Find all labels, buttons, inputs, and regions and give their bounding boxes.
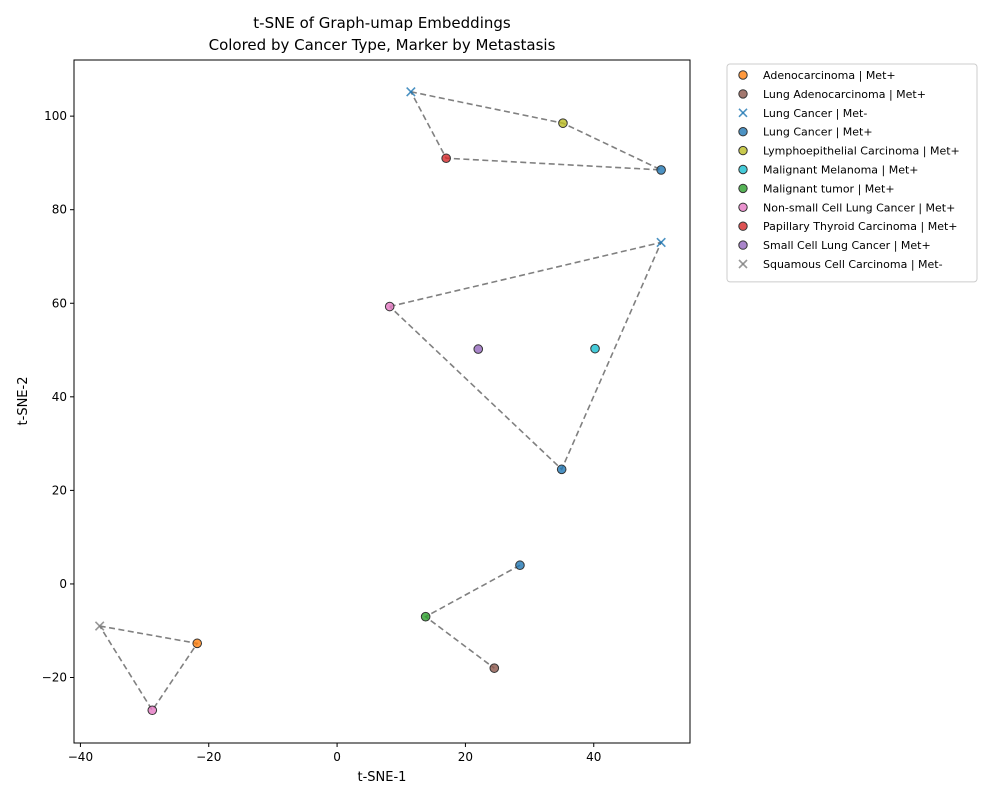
legend-label: Lymphoepithelial Carcinoma | Met+: [763, 145, 960, 158]
data-point: [441, 153, 451, 164]
y-axis-label: t-SNE-2: [16, 377, 31, 426]
y-tick-label: −20: [42, 671, 67, 685]
legend-item: Squamous Cell Carcinoma | Met-: [738, 258, 943, 271]
legend-label: Malignant Melanoma | Met+: [763, 164, 919, 177]
data-point: [558, 118, 568, 128]
data-point: [147, 705, 158, 716]
connection-line: [99, 625, 199, 712]
data-point: [590, 343, 600, 354]
x-tick-label: 40: [586, 750, 601, 764]
y-tick-label: 40: [52, 390, 67, 404]
legend-marker: [738, 183, 748, 194]
x-tick-label: 20: [458, 750, 473, 764]
connection-line: [424, 564, 521, 669]
chart-subtitle: Colored by Cancer Type, Marker by Metast…: [209, 36, 556, 54]
legend-marker: [738, 221, 748, 231]
legend-marker: [738, 89, 748, 99]
y-tick-label: 100: [44, 109, 67, 123]
legend-item: Non-small Cell Lung Cancer | Met+: [738, 201, 955, 214]
plot-frame: [73, 59, 691, 744]
y-tick-label: 60: [52, 296, 67, 310]
connection-line: [410, 91, 662, 171]
legend-label: Adenocarcinoma | Met+: [763, 69, 896, 82]
legend-marker: [738, 164, 748, 175]
legend-label: Lung Cancer | Met+: [763, 126, 873, 139]
legend-marker: [738, 70, 748, 80]
legend-label: Malignant tumor | Met+: [763, 182, 895, 195]
legend-frame: [726, 63, 978, 283]
legend-item: Lung Cancer | Met-: [738, 107, 867, 120]
legend-marker: [738, 127, 748, 137]
legend-item: Lung Cancer | Met+: [738, 126, 873, 139]
data-point: [473, 344, 484, 354]
legend-marker: [738, 202, 748, 213]
legend-marker: [738, 240, 748, 250]
plot-area: [94, 87, 666, 716]
data-point: [192, 638, 202, 649]
legend-label: Non-small Cell Lung Cancer | Met+: [763, 201, 955, 214]
data-point: [515, 560, 525, 571]
y-tick-label: 20: [52, 483, 67, 497]
legend-label: Squamous Cell Carcinoma | Met-: [763, 258, 943, 271]
data-point: [94, 621, 105, 631]
legend: Adenocarcinoma | Met+ Lung Adenocarcinoma…: [726, 63, 978, 283]
legend-marker: [738, 259, 748, 269]
data-point: [406, 87, 416, 97]
data-point: [489, 663, 500, 673]
legend-item: Malignant tumor | Met+: [738, 182, 895, 195]
data-point: [384, 301, 395, 312]
x-tick-label: −40: [68, 750, 93, 764]
y-tick-label: 80: [52, 203, 67, 217]
legend-item: Lung Adenocarcinoma | Met+: [738, 88, 926, 101]
x-tick-label: 0: [333, 750, 341, 764]
legend-item: Malignant Melanoma | Met+: [738, 164, 919, 177]
legend-item: Small Cell Lung Cancer | Met+: [738, 239, 931, 252]
data-point: [420, 611, 431, 622]
legend-label: Lung Adenocarcinoma | Met+: [763, 88, 926, 101]
connection-line: [389, 241, 663, 471]
legend-label: Papillary Thyroid Carcinoma | Met+: [763, 220, 958, 233]
y-tick-label: 0: [59, 577, 67, 591]
legend-marker: [738, 108, 748, 118]
x-axis-label: t-SNE-1: [358, 770, 407, 785]
data-point: [656, 237, 666, 248]
x-axis-ticks: −40 −20 0 20 40: [68, 743, 601, 764]
y-axis-ticks: −20 0 20 40 60 80 100: [42, 109, 74, 685]
legend-item: Lymphoepithelial Carcinoma | Met+: [738, 145, 960, 158]
x-tick-label: −20: [196, 750, 221, 764]
legend-item: Adenocarcinoma | Met+: [738, 69, 896, 82]
legend-label: Small Cell Lung Cancer | Met+: [763, 239, 931, 252]
data-point: [656, 165, 666, 175]
chart-title: t-SNE of Graph-umap Embeddings: [253, 14, 511, 32]
legend-label: Lung Cancer | Met-: [763, 107, 867, 120]
legend-marker: [738, 145, 748, 156]
legend-item: Papillary Thyroid Carcinoma | Met+: [738, 220, 958, 233]
data-point: [556, 464, 567, 475]
